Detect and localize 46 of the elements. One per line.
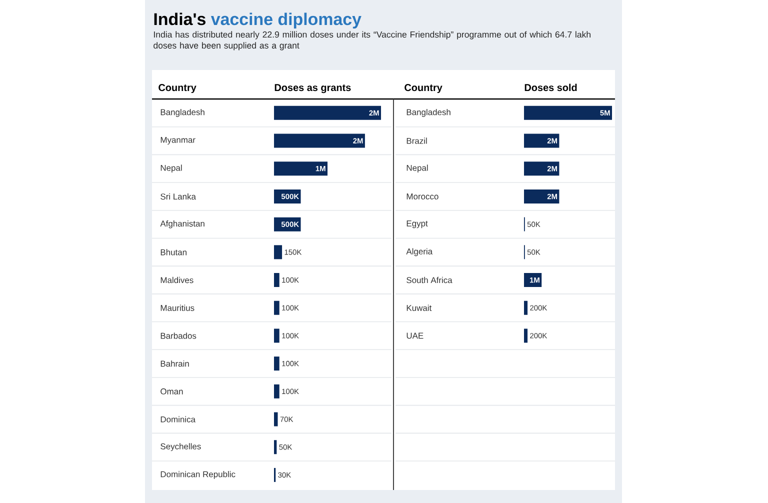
y-tick-label: Egypt (406, 220, 428, 228)
y-tick-label: Afghanistan (160, 220, 204, 228)
y-tick-label: Bhutan (160, 249, 186, 256)
bar (524, 300, 528, 315)
bar (274, 440, 277, 454)
bar (524, 134, 560, 148)
bar (274, 106, 382, 120)
y-tick-label: Bahrain (160, 360, 189, 367)
bar (274, 412, 278, 426)
y-tick-label: Maldives (160, 276, 194, 284)
y-tick-label: Mauritius (160, 304, 194, 311)
y-tick-label: Algeria (406, 248, 433, 256)
bar (524, 189, 560, 204)
y-tick-label: Bangladesh (406, 108, 450, 117)
y-tick-label: South Africa (406, 276, 452, 284)
x-axis-title: Doses as grants (274, 84, 351, 94)
y-tick-label: Morocco (406, 194, 438, 200)
y-tick-label: Kuwait (406, 304, 432, 311)
y-tick-label: Nepal (160, 164, 182, 173)
bar (274, 328, 280, 343)
bar (274, 384, 280, 398)
y-axis-title: Country (404, 84, 442, 94)
bar (524, 328, 528, 343)
y-tick-label: Sri Lanka (160, 193, 196, 200)
y-tick-label: Dominican Republic (160, 471, 236, 479)
y-tick-label: Bangladesh (160, 108, 204, 117)
y-tick-label: UAE (406, 332, 424, 339)
bar (274, 134, 365, 148)
bar (524, 106, 612, 120)
bar (524, 162, 560, 176)
chart-subtitle: India has distributed nearly 22.9 million doses under its “Vaccine Friendship” programme out of which 64.7 lakh doses have been supplied as a grant (154, 31, 590, 50)
y-tick-label: Nepal (406, 164, 428, 173)
y-tick-label: Myanmar (160, 136, 196, 145)
bar (274, 162, 328, 176)
bar (274, 300, 280, 315)
chart-title: India's vaccine diplomacy (154, 12, 362, 29)
bar (274, 245, 282, 260)
y-tick-label: Barbados (160, 332, 196, 339)
bar (274, 356, 280, 371)
y-tick-label: Dominica (160, 416, 196, 422)
x-axis-title: Doses sold (524, 84, 577, 92)
y-tick-label: Oman (160, 388, 183, 394)
y-axis-title: Country (158, 84, 196, 94)
y-tick-label: Seychelles (160, 443, 201, 452)
bar (274, 273, 280, 288)
y-tick-label: Brazil (406, 138, 427, 144)
